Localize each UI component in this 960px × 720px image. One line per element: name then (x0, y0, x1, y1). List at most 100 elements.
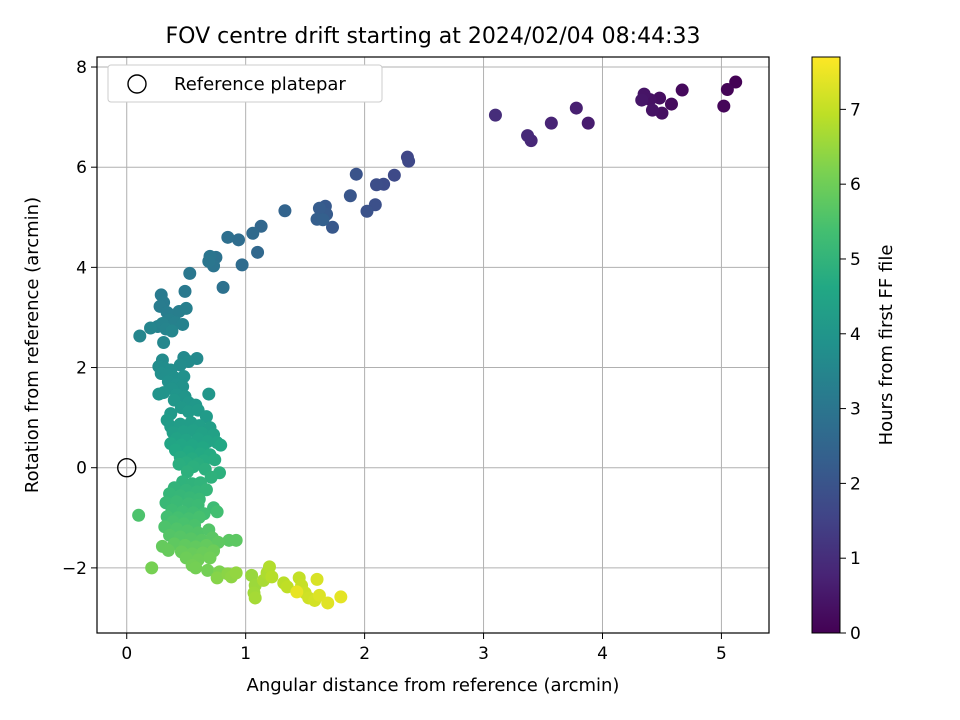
scatter-point (179, 301, 193, 315)
x-tick-label: 5 (716, 644, 727, 664)
legend-label: Reference platepar (174, 74, 346, 95)
scatter-point (229, 566, 243, 580)
scatter-point (290, 585, 304, 599)
scatter-point (183, 266, 197, 280)
colorbar-tick-label: 6 (850, 175, 861, 195)
scatter-point (180, 465, 194, 479)
colorbar-tick-label: 5 (850, 250, 861, 270)
scatter-point (280, 580, 294, 594)
scatter-point (210, 505, 224, 519)
scatter-point (133, 329, 147, 343)
scatter-point (343, 189, 357, 203)
y-axis-label: Rotation from reference (arcmin) (22, 197, 43, 493)
scatter-point (229, 533, 243, 547)
scatter-point (334, 590, 348, 604)
scatter-point (178, 284, 192, 298)
colorbar-tick-label: 7 (850, 100, 861, 120)
scatter-point (216, 280, 230, 294)
scatter-point (246, 226, 260, 240)
scatter-point (265, 570, 279, 584)
scatter-point (645, 103, 659, 117)
colorbar-tick-label: 1 (850, 549, 861, 569)
scatter-point (248, 591, 262, 605)
scatter-point (360, 204, 374, 218)
colorbar-tick-label: 4 (850, 325, 861, 345)
x-tick-label: 4 (597, 644, 608, 664)
scatter-point (278, 204, 292, 218)
x-tick-label: 0 (121, 644, 132, 664)
chart-title: FOV centre drift starting at 2024/02/04 … (166, 24, 701, 49)
scatter-point (370, 178, 384, 192)
scatter-point (145, 561, 159, 575)
scatter-point (581, 116, 595, 130)
scatter-point (189, 561, 203, 575)
x-tick-label: 1 (240, 644, 251, 664)
scatter-point (202, 387, 216, 401)
scatter-point (202, 254, 216, 268)
scatter-point (199, 483, 213, 497)
scatter-point (203, 551, 217, 565)
colorbar: 0 1 2 3 4 5 6 7 Hours from first FF file (811, 56, 897, 644)
scatter-point (321, 596, 335, 610)
scatter-point (569, 101, 583, 115)
scatter-point (387, 168, 401, 182)
scatter-point (675, 83, 689, 97)
scatter-point (312, 201, 326, 215)
scatter-point (349, 167, 363, 181)
data-points (132, 75, 743, 610)
x-tick-label: 2 (359, 644, 370, 664)
scatter-point (165, 324, 179, 338)
scatter-point (176, 317, 190, 331)
scatter-point (221, 230, 235, 244)
scatter-point (144, 321, 158, 335)
scatter-point (210, 571, 224, 585)
scatter-point (635, 93, 649, 107)
y-tick-label: 0 (76, 459, 87, 479)
scatter-point (653, 91, 667, 105)
scatter-point (204, 470, 218, 484)
scatter-point (720, 83, 734, 97)
scatter-point (717, 99, 731, 113)
scatter-point (235, 258, 249, 272)
colorbar-tick-label: 2 (850, 474, 861, 494)
scatter-point (199, 410, 213, 424)
colorbar-tick-label: 3 (850, 400, 861, 420)
colorbar-label: Hours from first FF file (876, 245, 897, 446)
scatter-point (251, 245, 265, 259)
scatter-point (544, 116, 558, 130)
x-tick-label: 3 (478, 644, 489, 664)
scatter-point (214, 438, 228, 452)
scatter-point (402, 154, 416, 168)
scatter-point (521, 129, 535, 143)
scatter-point (208, 453, 222, 467)
y-tick-label: 8 (76, 58, 87, 78)
scatter-point (172, 457, 186, 471)
reference-platepar-marker (117, 458, 137, 478)
scatter-point (325, 220, 339, 234)
scatter-point (312, 588, 326, 602)
scatter-point (182, 405, 196, 419)
scatter-point (152, 387, 166, 401)
y-axis-ticks: −2 0 2 4 6 8 (62, 58, 97, 579)
legend: Reference platepar (107, 64, 383, 103)
scatter-point (173, 358, 187, 372)
colorbar-gradient (811, 56, 841, 634)
scatter-point (161, 543, 175, 557)
colorbar-ticks: 0 1 2 3 4 5 6 7 (840, 100, 861, 644)
legend-box (107, 64, 383, 103)
scatter-point (132, 508, 146, 522)
y-tick-label: −2 (62, 559, 87, 579)
colorbar-tick-label: 0 (850, 624, 861, 644)
legend-marker-icon (127, 74, 147, 94)
scatter-point (245, 568, 259, 582)
scatter-point (201, 563, 215, 577)
scatter-point (729, 75, 743, 89)
y-tick-label: 6 (76, 158, 87, 178)
x-axis-label: Angular distance from reference (arcmin) (247, 675, 620, 696)
y-tick-label: 2 (76, 359, 87, 379)
scatter-point (664, 97, 678, 111)
scatter-point (232, 233, 246, 247)
plot-frame (96, 56, 770, 634)
scatter-point (157, 335, 171, 349)
